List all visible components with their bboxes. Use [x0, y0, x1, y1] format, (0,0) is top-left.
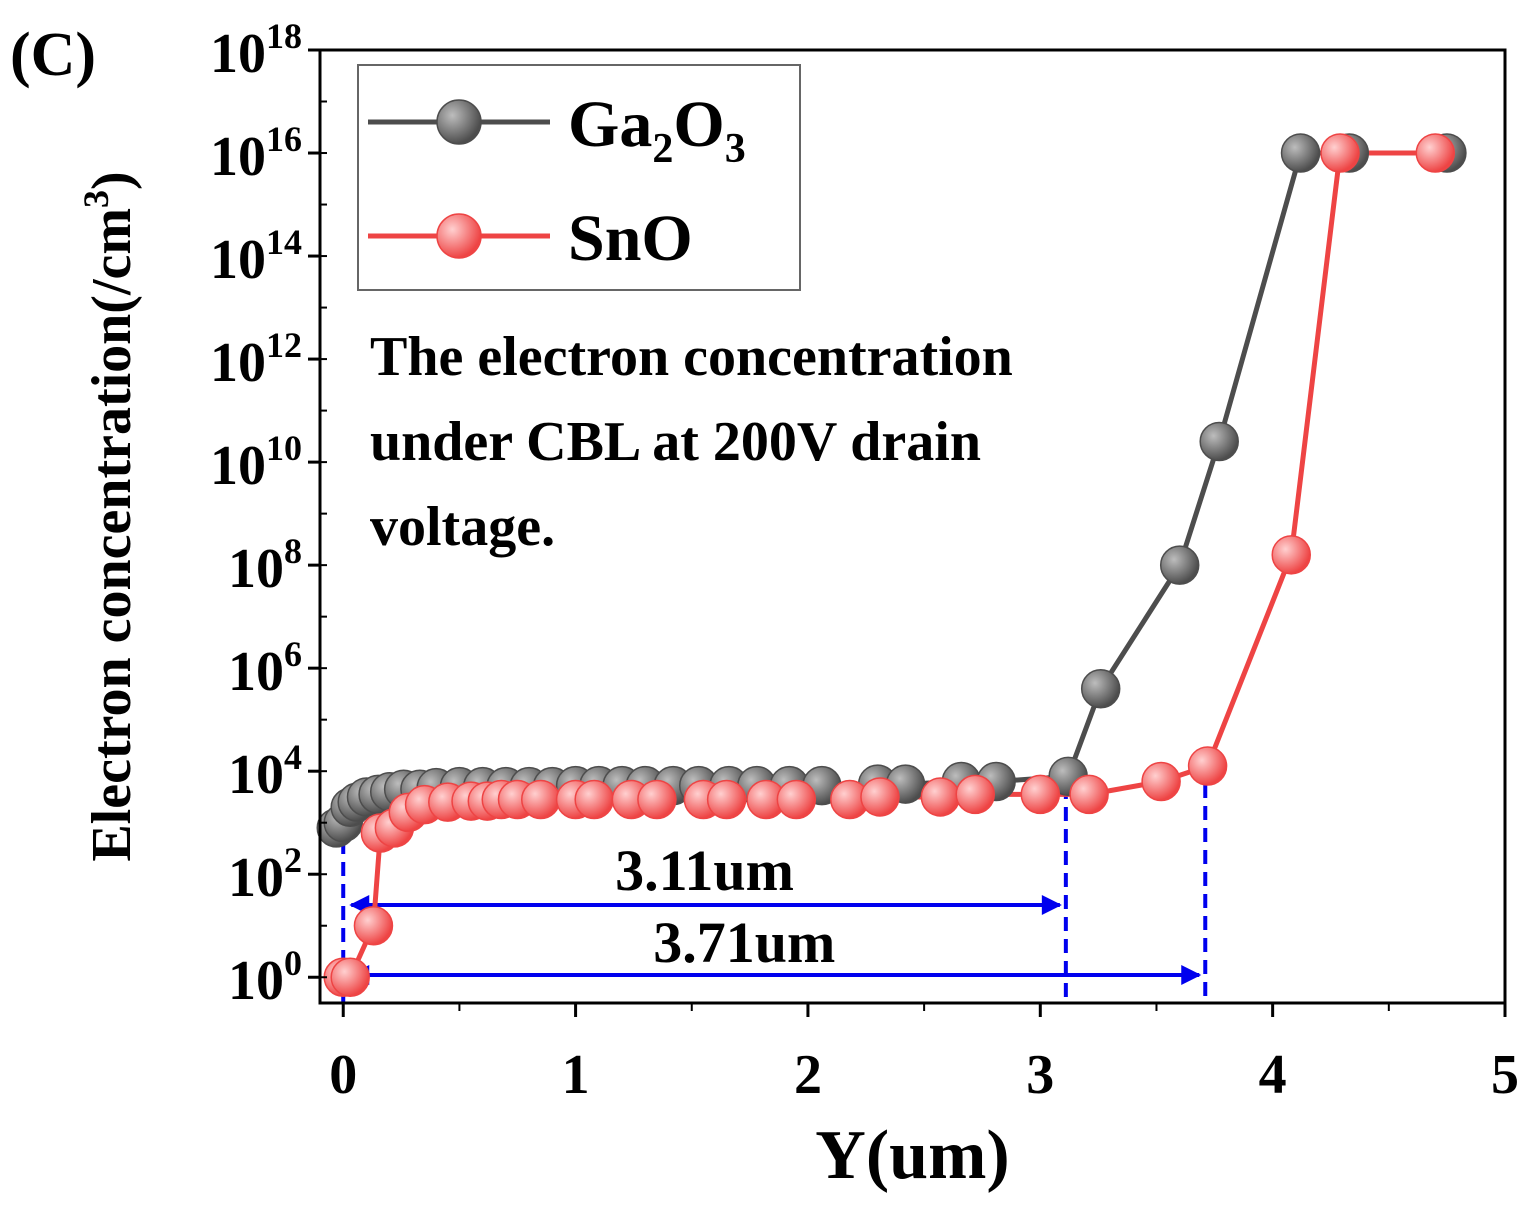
y-tick-label: 1014 [210, 222, 302, 291]
dim-label: 3.11um [615, 838, 794, 903]
x-tick-label: 2 [794, 1044, 822, 1106]
series-point-1 [1415, 133, 1456, 173]
series-point-1 [353, 905, 394, 946]
y-tick-label: 106 [228, 634, 302, 703]
series-point-1 [520, 779, 561, 820]
x-tick-label: 0 [329, 1044, 357, 1106]
y-tick-label: 1018 [210, 16, 302, 85]
y-tick-label: 102 [228, 840, 302, 909]
series-point-1 [955, 774, 995, 815]
legend-label-1: SnO [568, 202, 693, 275]
series-layer [316, 133, 1467, 997]
legend-label-0: Ga2O3 [568, 88, 746, 172]
panel-label: (C) [10, 21, 96, 89]
legend-box [357, 64, 801, 291]
series-point-0 [1159, 545, 1200, 585]
series-point-1 [706, 779, 747, 820]
annotation-text: The electron concentration under CBL at 2… [370, 326, 1013, 558]
x-tick-label: 3 [1026, 1044, 1054, 1106]
dim-label: 3.71um [653, 910, 835, 975]
annotation-line: The electron concentration [370, 326, 1013, 388]
series-point-1 [1141, 761, 1181, 802]
series-point-1 [1320, 133, 1360, 173]
x-axis: 0 1 2 3 4 5 [329, 1003, 1519, 1106]
annotation-line: under CBL at 200V drain [370, 411, 981, 473]
series-point-1 [860, 777, 900, 817]
y-tick-label: 104 [228, 737, 302, 806]
legend-marker-0 [436, 99, 482, 145]
series-point-0 [1080, 669, 1121, 709]
series-point-1 [1187, 746, 1228, 786]
legend: Ga2O3 SnO [357, 64, 801, 291]
series-point-0 [1199, 421, 1239, 462]
x-tick-label: 1 [562, 1044, 590, 1106]
x-tick-label: 5 [1491, 1044, 1519, 1106]
x-axis-label: Y(um) [815, 1117, 1009, 1194]
series-point-1 [330, 957, 370, 997]
y-tick-label: 108 [228, 531, 302, 600]
y-tick-label: 100 [228, 943, 302, 1012]
y-axis-label: Electron concentration(/cm3) [76, 171, 143, 861]
series-point-1 [1020, 774, 1061, 815]
y-axis: 100 102 104 106 108 1010 1012 1014 1016 1018 [210, 16, 327, 1012]
y-tick-label: 1012 [210, 325, 302, 394]
series-point-1 [1069, 774, 1109, 815]
series-point-1 [574, 779, 614, 820]
series-point-1 [637, 779, 677, 820]
legend-marker-1 [436, 213, 482, 259]
annotation-line: voltage. [370, 496, 555, 558]
y-tick-label: 1016 [210, 119, 302, 188]
series-point-1 [776, 779, 817, 820]
x-tick-label: 4 [1259, 1044, 1287, 1106]
series-point-1 [1271, 535, 1311, 575]
plot-frame [318, 48, 1507, 1005]
y-tick-label: 1010 [210, 428, 302, 497]
dimension-annotations: 3.11um 3.71um [341, 762, 1208, 1003]
series-point-0 [1280, 133, 1321, 173]
series-point-1 [920, 777, 961, 817]
